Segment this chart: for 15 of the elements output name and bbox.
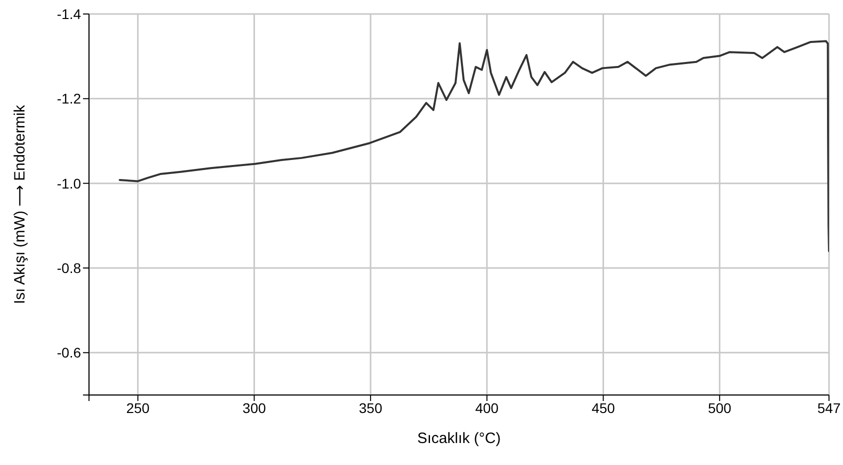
line-series <box>118 40 829 252</box>
x-tick-label: 250 <box>126 400 150 416</box>
x-tick-label: 450 <box>592 400 616 416</box>
x-axis-title: Sıcaklık (°C) <box>417 430 501 447</box>
x-tick-label: 350 <box>358 400 382 416</box>
y-axis-title: Isı Akışı (mW) ⟶ Endotermik <box>11 104 28 304</box>
x-tick-label: 400 <box>475 400 499 416</box>
y-tick-label: -0.8 <box>56 260 82 276</box>
y-tick-label: -1.0 <box>56 175 82 192</box>
x-tick-label: 300 <box>242 400 266 416</box>
x-tick-label: 547 <box>817 400 841 416</box>
x-tick-label: 500 <box>708 400 732 416</box>
y-tick-label: -1.2 <box>56 90 82 107</box>
y-tick-label: -0.6 <box>56 344 82 361</box>
y-tick-label: -1.4 <box>56 6 82 22</box>
